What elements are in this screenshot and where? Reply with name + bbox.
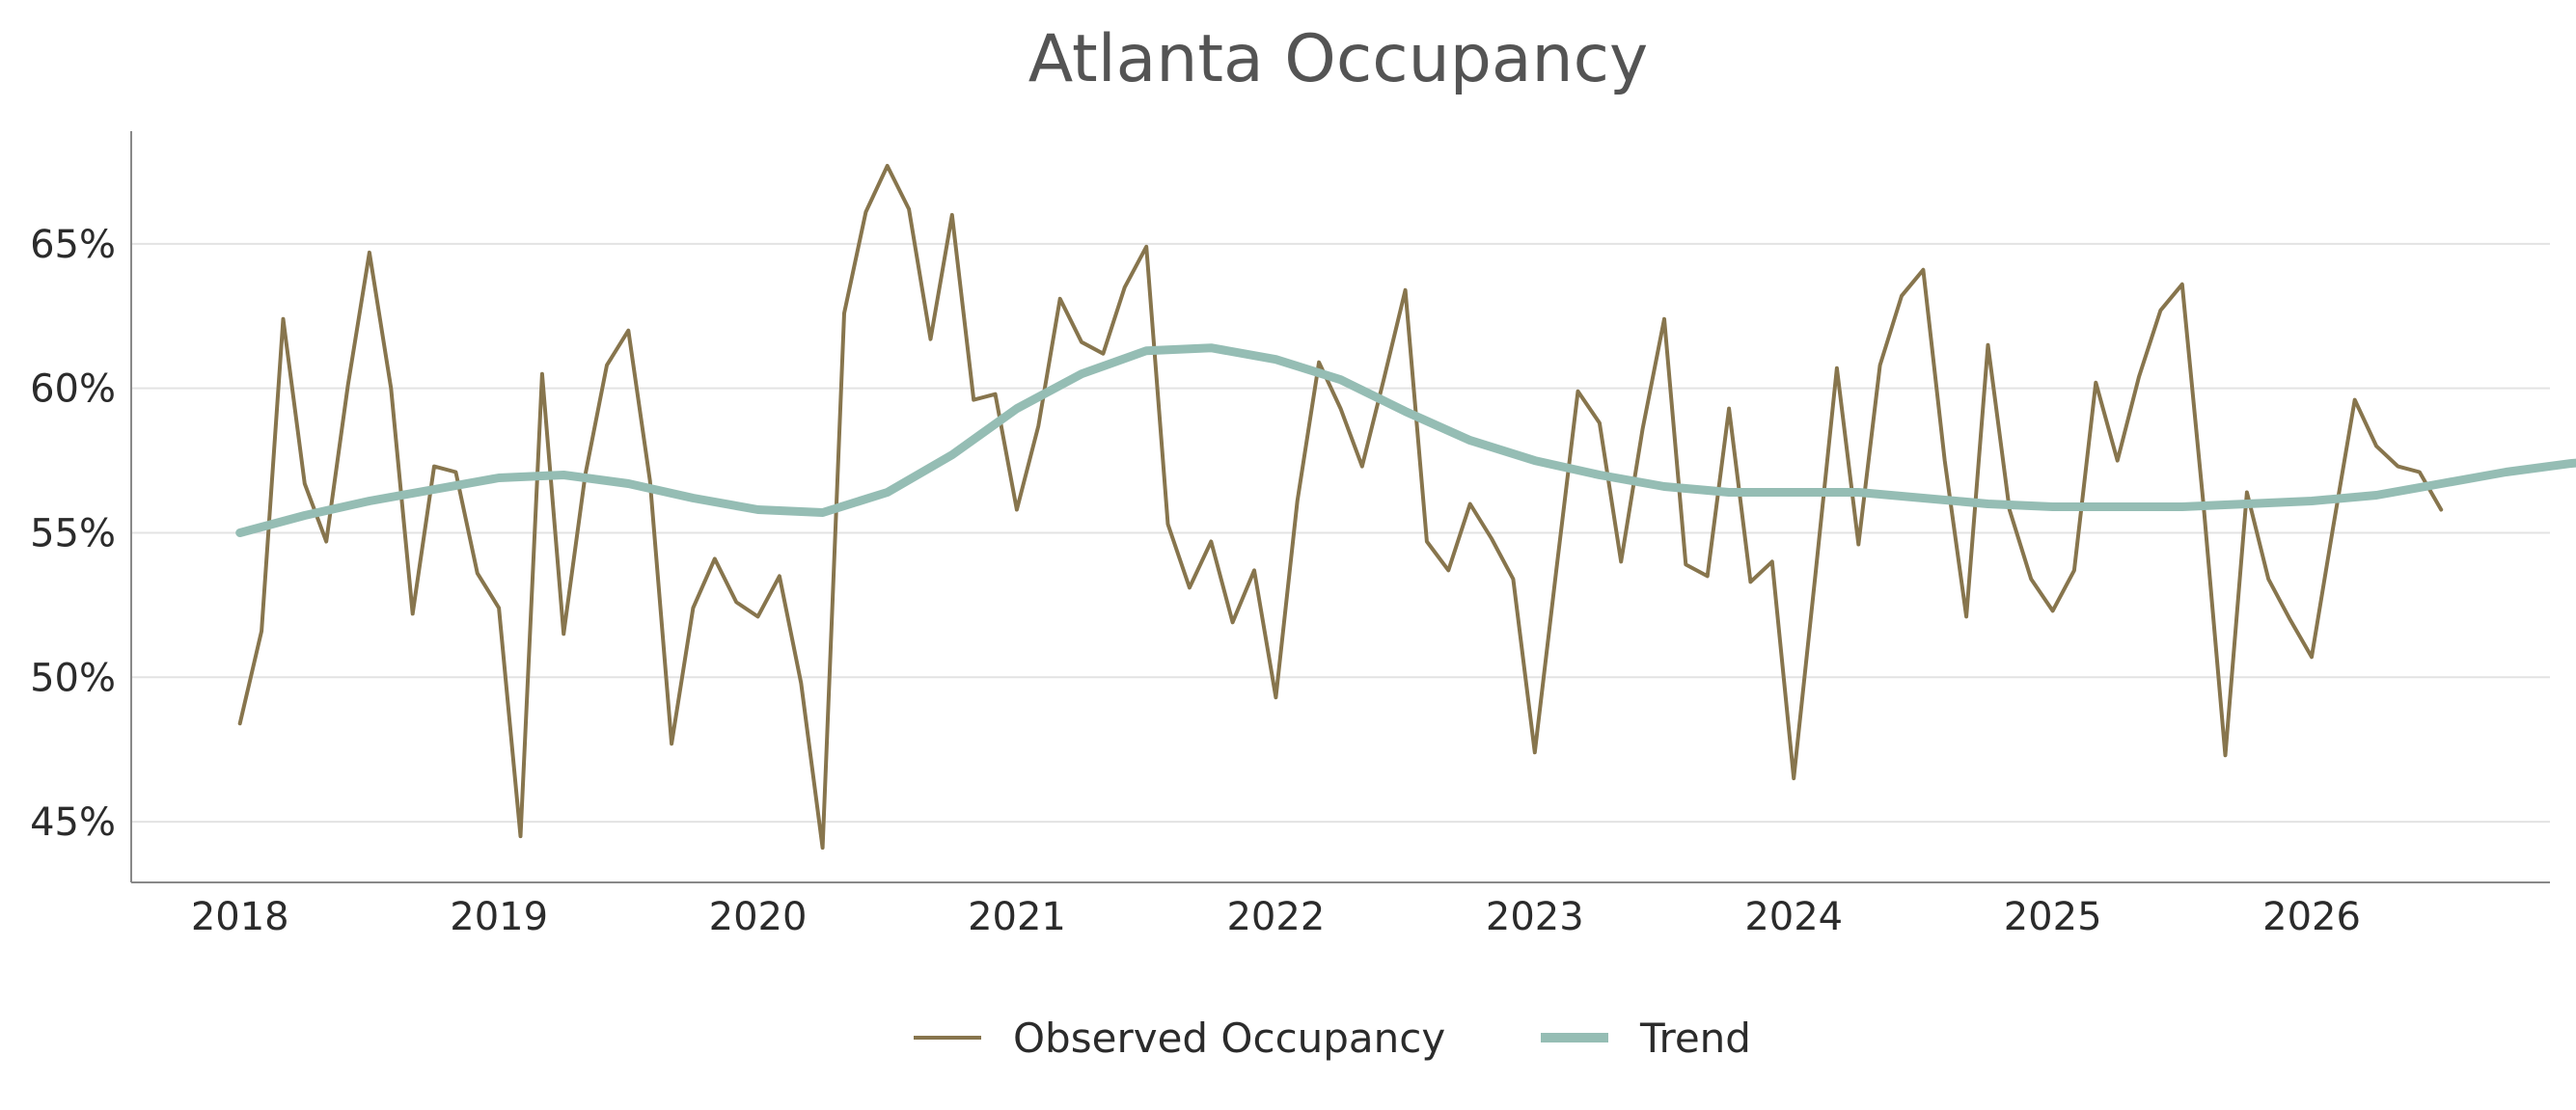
x-tick-label: 2019 [450,895,548,939]
x-tick-label: 2018 [191,895,289,939]
y-tick-label: 55% [30,511,116,555]
x-tick-label: 2024 [1744,895,1843,939]
y-tick-label: 50% [30,656,116,700]
chart-title: Atlanta Occupancy [1028,21,1649,97]
x-tick-labels: 2018 2019 2020 2021 2022 2023 2024 2025 2026 [191,895,2361,939]
legend: Observed Occupancy Trend [914,1015,1751,1062]
x-tick-label: 2021 [968,895,1066,939]
series-line-observed [237,164,2444,850]
series-line-trend [235,343,2576,537]
y-tick-label: 60% [30,367,116,412]
legend-label-observed: Observed Occupancy [1013,1015,1445,1062]
x-tick-label: 2020 [709,895,808,939]
axes [130,131,2550,883]
y-tick-label: 45% [30,800,116,845]
legend-label-trend: Trend [1639,1015,1751,1062]
x-tick-label: 2026 [2262,895,2361,939]
x-tick-label: 2022 [1226,895,1325,939]
series-lines [235,164,2576,850]
x-tick-label: 2025 [2004,895,2102,939]
x-tick-label: 2023 [1486,895,1584,939]
y-tick-labels: 45% 50% 55% 60% 65% [30,223,116,845]
y-tick-label: 65% [30,223,116,267]
